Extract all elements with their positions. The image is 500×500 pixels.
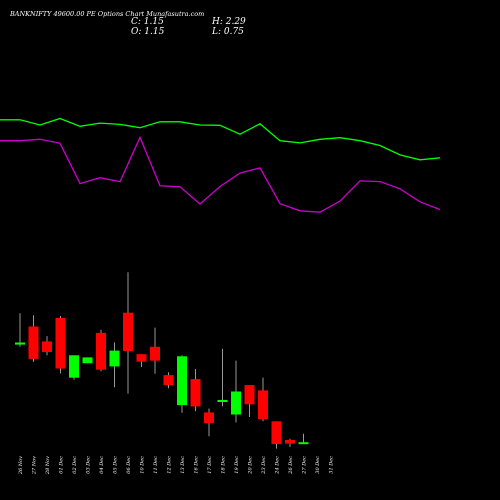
- x-tick-label: 31 Dec: [329, 456, 335, 474]
- x-tick-label: 26 Dec: [288, 456, 294, 475]
- x-tick-label: 10 Dec: [140, 456, 146, 474]
- candle-body: [298, 442, 309, 445]
- x-tick-label: 16 Dec: [194, 456, 200, 474]
- open-value: O: 1.15: [131, 27, 165, 37]
- candle-body: [15, 342, 25, 345]
- x-tick-label: 05 Dec: [113, 456, 119, 474]
- candle-body: [109, 350, 120, 367]
- x-tick-label: 06 Dec: [126, 456, 132, 474]
- x-tick-label: 27 Dec: [302, 456, 308, 475]
- x-tick-label: 11 Dec: [153, 456, 159, 474]
- x-tick-label: 20 Dec: [248, 456, 254, 475]
- x-tick-label: 17 Dec: [207, 456, 213, 474]
- candle-body: [231, 391, 241, 415]
- candle-body: [55, 318, 66, 369]
- candle-body: [190, 379, 201, 407]
- indicator-line-2: [0, 135, 441, 213]
- x-tick-label: 30 Dec: [315, 456, 321, 474]
- candle-body: [150, 346, 160, 361]
- candle-body: [258, 390, 268, 420]
- candle-body: [123, 312, 133, 351]
- candle-body: [271, 421, 282, 445]
- x-tick-label: 24 Dec: [275, 456, 281, 475]
- candle-body: [42, 341, 52, 352]
- candle-body: [163, 375, 174, 386]
- x-tick-label: 04 Dec: [99, 456, 105, 474]
- x-tick-label: 28 Nov: [45, 456, 51, 475]
- candle-body: [82, 357, 93, 364]
- x-tick-label: 27 Nov: [32, 456, 38, 475]
- x-tick-label: 01 Dec: [59, 456, 65, 474]
- x-tick-label: 02 Dec: [72, 456, 78, 474]
- candle-body: [28, 326, 39, 359]
- x-tick-label: 12 Dec: [167, 456, 173, 474]
- candle-body: [136, 354, 147, 362]
- candle-body: [285, 440, 295, 444]
- x-tick-label: 13 Dec: [180, 456, 186, 474]
- x-tick-label: 23 Dec: [261, 456, 267, 475]
- x-tick-label: 26 Nov: [18, 456, 24, 475]
- candle-body: [96, 332, 106, 370]
- candle-body: [217, 400, 228, 402]
- candle-body: [244, 385, 255, 405]
- low-value: L: 0.75: [212, 27, 244, 37]
- x-tick-label: 19 Dec: [234, 456, 240, 474]
- x-tick-label: 03 Dec: [86, 456, 92, 474]
- x-tick-label: 18 Dec: [221, 456, 227, 474]
- high-value: H: 2.29: [212, 17, 246, 27]
- indicator-line-1: [0, 117, 441, 161]
- close-value: C: 1.15: [131, 17, 164, 27]
- candle-body: [177, 356, 187, 406]
- chart-title: BANKNIFTY 49600.00 PE Options Chart Muna…: [10, 10, 205, 18]
- candle-body: [69, 355, 79, 378]
- candle-body: [204, 412, 214, 424]
